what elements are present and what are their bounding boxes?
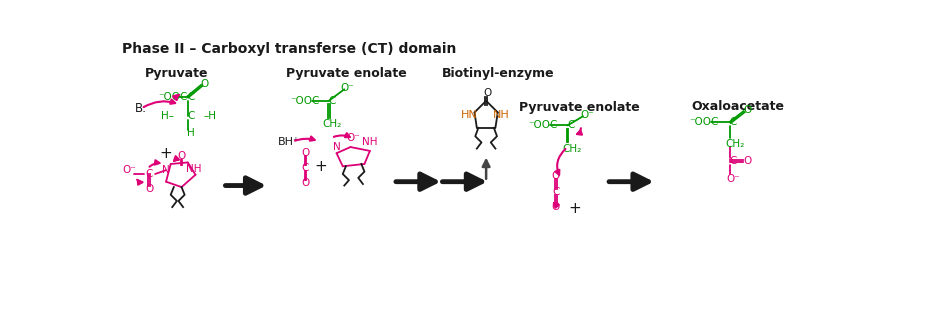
Text: O⁻: O⁻ <box>346 133 360 143</box>
Text: Pyruvate: Pyruvate <box>144 67 208 80</box>
Text: C: C <box>329 96 335 106</box>
Text: O: O <box>743 156 751 166</box>
Text: Pyruvate enolate: Pyruvate enolate <box>286 67 407 80</box>
Text: O: O <box>301 148 310 158</box>
Text: C: C <box>187 111 194 121</box>
Text: C: C <box>567 120 574 130</box>
Text: NH: NH <box>494 110 510 120</box>
Text: Oxaloacetate: Oxaloacetate <box>692 100 784 113</box>
Text: C: C <box>187 92 194 102</box>
Text: O: O <box>144 184 153 194</box>
Text: HN: HN <box>461 110 478 120</box>
Text: O: O <box>301 178 310 188</box>
Text: B:: B: <box>135 102 147 115</box>
Text: NH: NH <box>186 164 202 174</box>
Text: O⁻: O⁻ <box>727 174 740 183</box>
Text: –H: –H <box>203 111 216 121</box>
Text: +: + <box>314 159 328 174</box>
Text: CH₂: CH₂ <box>563 144 582 154</box>
Text: O: O <box>551 202 560 212</box>
Text: N: N <box>162 165 170 175</box>
Text: BH⁺: BH⁺ <box>278 137 299 146</box>
Text: ⁻OOC: ⁻OOC <box>290 96 319 106</box>
Text: O: O <box>177 151 186 161</box>
Text: Pyruvate enolate: Pyruvate enolate <box>519 100 639 113</box>
Text: O⁻: O⁻ <box>341 83 354 93</box>
Text: C: C <box>552 187 560 197</box>
Text: O⁻: O⁻ <box>122 165 136 175</box>
Text: C: C <box>730 156 737 166</box>
Text: NH: NH <box>362 137 378 146</box>
Text: O: O <box>201 79 209 89</box>
Text: H–: H– <box>160 111 174 121</box>
Text: O⁻: O⁻ <box>581 110 595 120</box>
Text: N: N <box>333 142 341 152</box>
Text: +: + <box>160 146 173 161</box>
Text: CH₂: CH₂ <box>725 139 745 149</box>
Text: H: H <box>187 128 194 138</box>
Text: O: O <box>483 88 492 98</box>
Text: +: + <box>569 201 582 216</box>
Text: C: C <box>145 169 153 179</box>
Text: ⁻OOC: ⁻OOC <box>689 117 718 128</box>
Text: C: C <box>730 117 737 128</box>
Text: Biotinyl-enzyme: Biotinyl-enzyme <box>442 67 554 80</box>
Text: O: O <box>551 171 560 181</box>
Text: ⁻OOC: ⁻OOC <box>529 120 558 130</box>
Text: C: C <box>302 163 310 173</box>
Text: O: O <box>743 105 751 115</box>
Text: CH₂: CH₂ <box>322 119 342 129</box>
Text: Phase II – Carboxyl transferse (CT) domain: Phase II – Carboxyl transferse (CT) doma… <box>122 42 456 56</box>
Text: ⁻OOC: ⁻OOC <box>159 92 188 102</box>
